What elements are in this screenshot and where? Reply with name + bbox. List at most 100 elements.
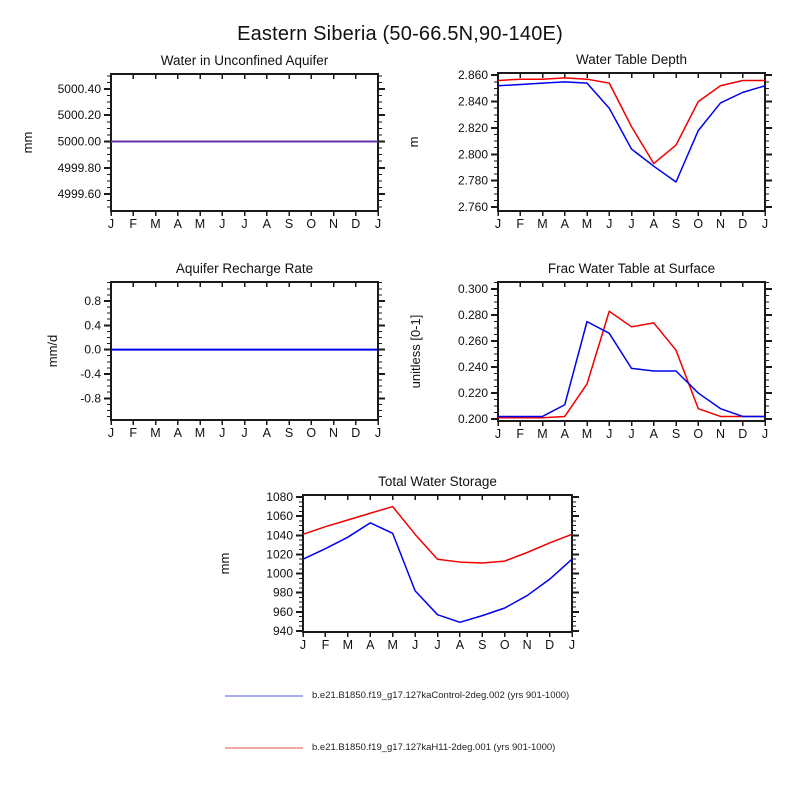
y-tick-label: 4999.60 xyxy=(58,187,102,201)
legend-item-control: b.e21.B1850.f19_g17.127kaControl-2deg.00… xyxy=(225,690,569,701)
series-h11-line xyxy=(497,77,765,165)
legend-label-h11: b.e21.B1850.f19_g17.127kaH11-2deg.001 (y… xyxy=(312,742,556,753)
y-tick-label: 1000 xyxy=(266,567,293,581)
y-tick-label: 0.300 xyxy=(458,282,488,296)
legend-label-control: b.e21.B1850.f19_g17.127kaControl-2deg.00… xyxy=(312,690,570,701)
month-label: D xyxy=(351,426,360,440)
month-label: J xyxy=(762,427,768,441)
y-tick-label: 960 xyxy=(273,605,293,619)
month-label: F xyxy=(516,217,524,231)
month-label: F xyxy=(516,427,524,441)
month-label: M xyxy=(537,217,547,231)
y-tick-label: 0.4 xyxy=(84,318,101,332)
month-label: O xyxy=(693,217,703,231)
month-label: J xyxy=(412,638,418,652)
month-label: A xyxy=(263,217,272,231)
month-label: J xyxy=(241,426,247,440)
month-label: S xyxy=(285,426,293,440)
month-label: S xyxy=(672,217,680,231)
month-label: J xyxy=(606,427,612,441)
y-tick-label: 5000.20 xyxy=(58,108,102,122)
month-label: J xyxy=(569,638,575,652)
month-label: J xyxy=(375,217,381,231)
series-h11-line xyxy=(498,310,765,419)
month-label: O xyxy=(306,426,316,440)
y-tick-label: 940 xyxy=(273,624,293,638)
chart-frame xyxy=(497,72,766,212)
month-label: J xyxy=(375,426,381,440)
y-axis-label: mm xyxy=(20,132,35,154)
month-label: M xyxy=(387,638,397,652)
month-label: N xyxy=(716,427,725,441)
month-label: A xyxy=(456,638,465,652)
series-control-line xyxy=(497,81,766,183)
y-tick-label: 2.760 xyxy=(458,200,488,214)
page-title: Eastern Siberia (50-66.5N,90-140E) xyxy=(237,23,563,45)
month-label: J xyxy=(628,427,634,441)
y-tick-label: 1080 xyxy=(266,490,293,504)
y-tick-label: 0.220 xyxy=(458,386,488,400)
series-control-line xyxy=(302,522,573,624)
month-label: D xyxy=(545,638,554,652)
month-label: J xyxy=(219,426,225,440)
month-label: M xyxy=(582,217,592,231)
y-tick-label: 1020 xyxy=(266,547,293,561)
month-label: D xyxy=(351,217,360,231)
chart-total-water-storage: J F M A M J J A S O N D J940960980100010201040106010… xyxy=(217,474,579,652)
y-axis-label: mm xyxy=(217,553,232,575)
y-tick-label: 0.8 xyxy=(84,294,101,308)
y-tick-label: 1060 xyxy=(266,509,293,523)
month-label: J xyxy=(434,638,440,652)
month-label: M xyxy=(195,217,205,231)
y-tick-label: 2.800 xyxy=(458,147,488,161)
month-label: A xyxy=(263,426,272,440)
month-label: A xyxy=(650,217,659,231)
month-label: M xyxy=(150,217,160,231)
month-label: M xyxy=(195,426,205,440)
month-label: D xyxy=(738,427,747,441)
series-control-line xyxy=(498,320,765,418)
chart-title: Water Table Depth xyxy=(576,52,687,67)
y-axis-label: mm/d xyxy=(45,335,60,368)
month-label: J xyxy=(495,427,501,441)
month-label: J xyxy=(108,426,114,440)
y-tick-label: 0.200 xyxy=(458,412,488,426)
month-label: A xyxy=(174,217,183,231)
month-label: M xyxy=(343,638,353,652)
y-tick-label: 1040 xyxy=(266,528,293,542)
month-label: A xyxy=(366,638,375,652)
month-label: D xyxy=(738,217,747,231)
legend-item-h11: b.e21.B1850.f19_g17.127kaH11-2deg.001 (y… xyxy=(225,742,555,753)
chart-title: Aquifer Recharge Rate xyxy=(176,261,313,276)
chart-frame xyxy=(110,281,379,421)
month-label: N xyxy=(523,638,532,652)
legend-line-control-icon xyxy=(225,694,303,697)
month-label: S xyxy=(672,427,680,441)
month-label: F xyxy=(129,217,137,231)
legend-line-h11-icon xyxy=(225,746,303,749)
month-label: J xyxy=(606,217,612,231)
chart-water-table-depth: J F M A M J J A S O N D J2.7602.7802.8002.8202.8402.… xyxy=(406,52,772,231)
month-label: F xyxy=(322,638,330,652)
month-label: A xyxy=(174,426,183,440)
chart-frac-water-table-at-surface: J F M A M J J A S O N D J0.2000.2200.2400.2600.2800.… xyxy=(408,261,772,441)
y-tick-label: -0.4 xyxy=(80,367,101,381)
month-label: F xyxy=(129,426,137,440)
y-tick-label: 980 xyxy=(273,586,293,600)
month-label: O xyxy=(306,217,316,231)
y-tick-label: 5000.00 xyxy=(58,135,102,149)
y-tick-label: 2.860 xyxy=(458,68,488,82)
y-tick-label: 0.0 xyxy=(84,343,101,357)
y-tick-label: -0.8 xyxy=(80,391,101,405)
chart-frame xyxy=(302,494,573,633)
month-label: J xyxy=(108,217,114,231)
y-tick-label: 2.780 xyxy=(458,174,488,188)
month-label: A xyxy=(561,217,570,231)
month-label: S xyxy=(478,638,486,652)
month-label: J xyxy=(241,217,247,231)
y-tick-label: 0.260 xyxy=(458,334,488,348)
y-tick-label: 4999.80 xyxy=(58,161,102,175)
month-label: A xyxy=(650,427,659,441)
